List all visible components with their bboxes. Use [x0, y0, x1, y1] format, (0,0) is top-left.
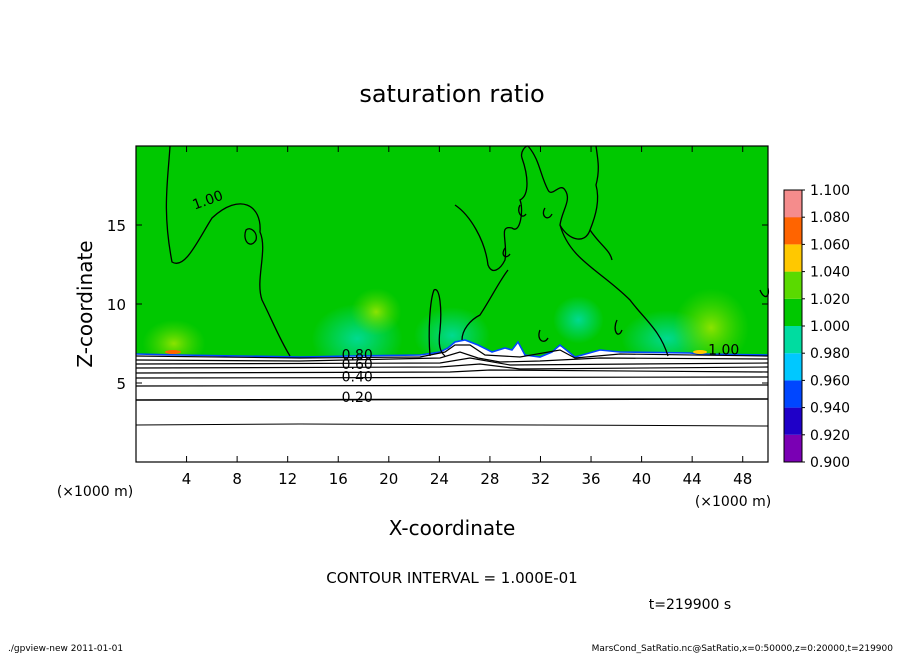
colorbar-label: 1.100	[810, 183, 850, 199]
high-saturation-spot	[165, 350, 181, 354]
min-saturation-edge	[135, 339, 769, 358]
colorbar-label: 0.920	[810, 428, 850, 444]
contour-label: 0.80	[342, 347, 373, 363]
footer-right: MarsCond_SatRatio.nc@SatRatio,x=0:50000,…	[592, 644, 894, 654]
colorbar-label: 1.020	[810, 292, 850, 308]
x-tick-label: 20	[379, 470, 398, 488]
contour-label: 1.00	[708, 343, 739, 359]
contour-labels: 1.001.000.800.600.400.20	[191, 188, 740, 406]
colorbar-swatch	[784, 407, 802, 435]
high-saturation-patch	[673, 288, 750, 368]
colorbar-swatch	[784, 190, 802, 218]
contour-lines-1.00	[165, 145, 770, 357]
x-axis-label: X-coordinate	[389, 516, 516, 540]
low-saturation-patch	[553, 296, 604, 344]
x-tick-label: 48	[733, 470, 752, 488]
x-axis: 4 8 12 16 20 24 28 32 36 40 44 48	[182, 146, 752, 488]
y-axis: 5 10 15	[107, 217, 768, 393]
colorbar-swatch	[784, 244, 802, 272]
colorbar: 0.900 0.920 0.940 0.960 0.980 1.000 1.020 1.040…	[783, 183, 850, 471]
y-axis-label: Z-coordinate	[73, 240, 97, 367]
time-text: t=219900 s	[649, 597, 731, 613]
x-tick-label: 8	[232, 470, 242, 488]
x-tick-label: 32	[531, 470, 550, 488]
contour-label: 0.20	[342, 390, 373, 406]
colorbar-label: 1.000	[810, 319, 850, 335]
chart-title: saturation ratio	[359, 80, 544, 108]
contour-interval-text: CONTOUR INTERVAL = 1.000E-01	[326, 569, 577, 587]
y-tick-label: 10	[107, 296, 126, 314]
colorbar-swatch	[784, 217, 802, 245]
colorbar-swatch	[784, 271, 802, 299]
high-saturation-spot	[693, 350, 707, 354]
colorbar-swatch	[784, 380, 802, 408]
contour-lines-lower	[135, 344, 769, 427]
colorbar-label: 0.960	[810, 373, 850, 389]
x-tick-label: 24	[430, 470, 449, 488]
colorbar-label: 0.980	[810, 346, 850, 362]
colorbar-label: 0.900	[810, 455, 850, 471]
y-tick-label: 15	[107, 217, 126, 235]
footer-left: ./gpview-new 2011-01-01	[8, 644, 123, 654]
contour-label: 0.60	[342, 357, 373, 373]
colorbar-swatch	[784, 434, 802, 462]
plot-area: 1.001.000.800.600.400.20	[135, 145, 770, 463]
x-tick-label: 36	[581, 470, 600, 488]
x-unit-left: (×1000 m)	[57, 484, 133, 500]
high-saturation-patch	[350, 288, 402, 336]
colorbar-label: 1.060	[810, 237, 850, 253]
colorbar-label: 1.080	[810, 210, 850, 226]
x-tick-label: 44	[683, 470, 702, 488]
x-tick-label: 28	[480, 470, 499, 488]
x-tick-label: 12	[278, 470, 297, 488]
colorbar-label: 1.040	[810, 265, 850, 281]
colorbar-label: 0.940	[810, 401, 850, 417]
y-tick-label: 5	[116, 375, 126, 393]
colorbar-swatch	[784, 326, 802, 354]
colorbar-swatch	[784, 298, 802, 326]
x-tick-label: 4	[182, 470, 192, 488]
x-tick-label: 40	[632, 470, 651, 488]
colorbar-swatch	[784, 353, 802, 381]
contour-label: 0.40	[342, 369, 373, 385]
x-unit-right: (×1000 m)	[695, 494, 771, 510]
x-tick-label: 16	[329, 470, 348, 488]
